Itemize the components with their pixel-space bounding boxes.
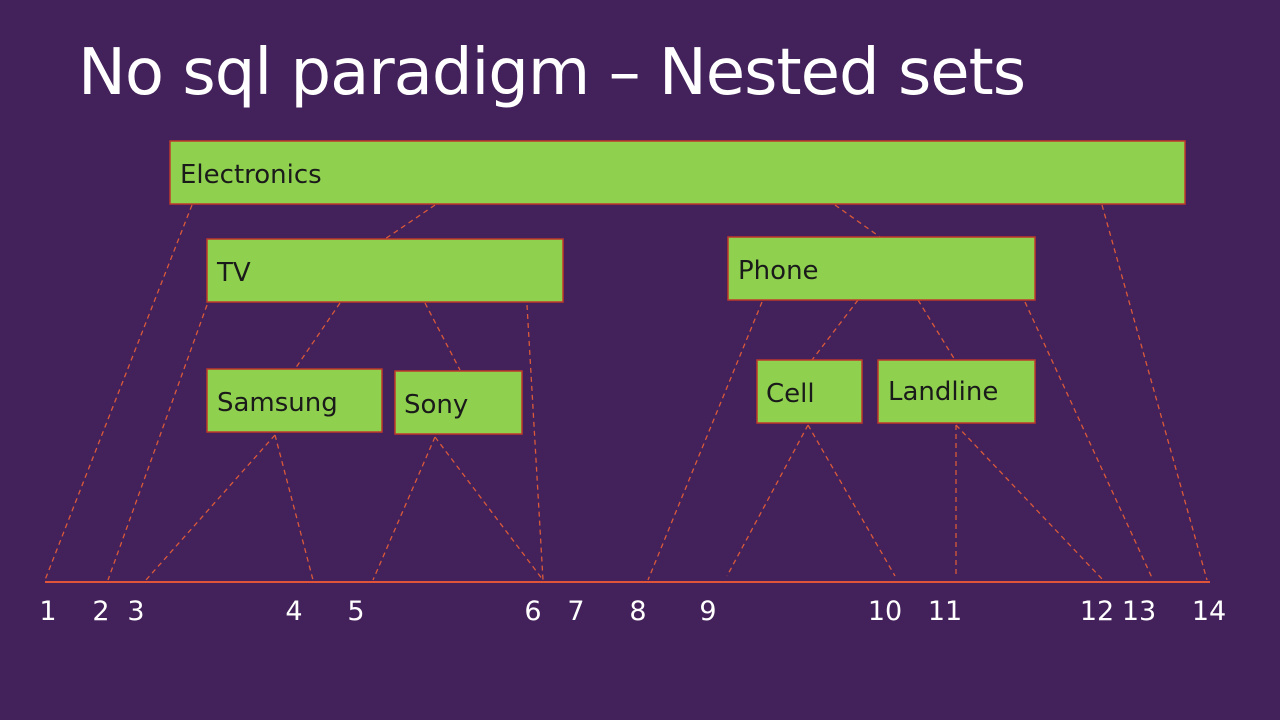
connector-electronics-right xyxy=(1101,204,1208,581)
node-samsung: Samsung xyxy=(206,368,383,433)
tick-label: 13 xyxy=(1122,596,1156,627)
tick-label: 7 xyxy=(567,596,584,627)
node-phone-box xyxy=(727,236,1036,301)
connector-electronics-left xyxy=(44,204,193,581)
connector-phone-right xyxy=(1024,301,1154,581)
connector-phone-landline xyxy=(917,299,956,361)
tick-label: 5 xyxy=(347,596,364,627)
node-sony-label: Sony xyxy=(404,390,468,420)
tick-label: 10 xyxy=(868,596,902,627)
tick-label: 6 xyxy=(524,596,541,627)
connector-sony-right xyxy=(434,436,544,581)
tick-label: 1 xyxy=(39,596,56,627)
tick-label: 11 xyxy=(928,596,962,627)
node-landline-box xyxy=(877,359,1036,424)
node-tv-label: TV xyxy=(216,258,251,288)
tick-label: 12 xyxy=(1080,596,1114,627)
node-landline: Landline xyxy=(877,359,1036,424)
slide-title: No sql paradigm – Nested sets xyxy=(78,36,1026,110)
tick-label: 9 xyxy=(699,596,716,627)
node-electronics-label: Electronics xyxy=(180,160,322,190)
connector-phone-cell xyxy=(811,299,859,361)
node-sony: Sony xyxy=(394,370,523,435)
connector-cell-right xyxy=(807,424,896,577)
node-samsung-label: Samsung xyxy=(217,388,338,418)
connector-cell-left xyxy=(726,424,809,577)
node-samsung-box xyxy=(206,368,383,433)
node-cell: Cell xyxy=(756,359,863,424)
tick-label: 2 xyxy=(92,596,109,627)
node-electronics: Electronics xyxy=(169,140,1186,205)
tick-label: 14 xyxy=(1192,596,1226,627)
node-tv: TV xyxy=(206,238,564,303)
connector-landline-right xyxy=(955,424,1104,581)
connector-sony-left xyxy=(372,436,436,581)
connectors xyxy=(44,204,1208,581)
connector-electronics-phone xyxy=(834,204,881,238)
connector-electronics-tv xyxy=(384,204,436,240)
number-line-labels: 1 2 3 4 5 6 7 8 9 10 11 12 13 14 xyxy=(39,596,1226,627)
node-sony-box xyxy=(394,370,523,435)
node-phone-label: Phone xyxy=(738,256,819,286)
node-cell-label: Cell xyxy=(766,379,815,409)
connector-tv-samsung xyxy=(294,302,341,370)
tick-label: 8 xyxy=(629,596,646,627)
node-landline-label: Landline xyxy=(888,377,998,407)
connector-samsung-right xyxy=(274,434,314,581)
tick-label: 4 xyxy=(285,596,302,627)
connector-tv-sony xyxy=(424,302,461,371)
node-electronics-box xyxy=(169,140,1186,205)
node-phone: Phone xyxy=(727,236,1036,301)
connector-phone-left xyxy=(647,301,763,581)
tick-label: 3 xyxy=(127,596,144,627)
connector-tv-left xyxy=(107,304,208,581)
node-cell-box xyxy=(756,359,863,424)
node-tv-box xyxy=(206,238,564,303)
connector-samsung-left xyxy=(145,434,276,581)
connector-tv-right xyxy=(526,304,544,581)
